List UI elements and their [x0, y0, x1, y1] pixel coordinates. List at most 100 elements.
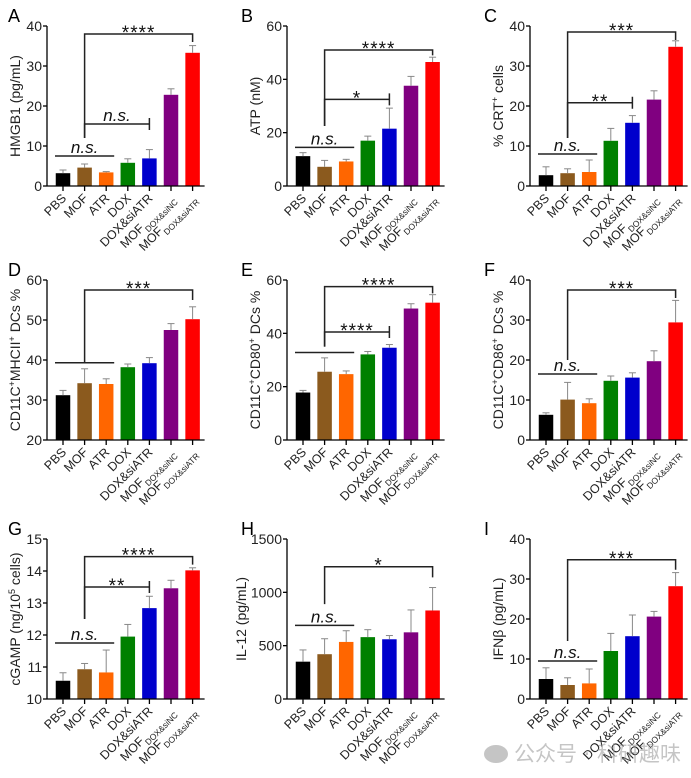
bar-atr — [581, 683, 597, 699]
bar-mofdox-siatr — [185, 319, 200, 440]
ns-label: n.s. — [554, 643, 581, 662]
y-tick-label: 60 — [266, 18, 282, 34]
label-part: cells — [490, 65, 506, 97]
significance-bracket — [83, 33, 194, 138]
superscript: + — [490, 379, 500, 384]
label-part: CD11C — [490, 384, 506, 429]
label-part: cGAMP (ng/10 — [7, 594, 23, 686]
y-axis-label: IFNβ (pg/mL) — [490, 578, 506, 661]
y-tick-label: 40 — [509, 272, 525, 288]
bar-mofdox-sinc — [646, 361, 662, 440]
panel-letter: F — [484, 260, 495, 280]
y-tick-label: 13 — [26, 595, 42, 611]
superscript: + — [7, 336, 17, 341]
label-part: CD11C — [247, 384, 263, 429]
y-tick-label: 20 — [509, 98, 525, 114]
superscript: + — [247, 379, 257, 384]
y-tick-label: 60 — [26, 272, 42, 288]
bar-mofdox-siatr — [425, 302, 440, 440]
significance-stars: * — [374, 556, 382, 577]
bar-mofdox-sinc — [403, 308, 419, 440]
bar-atr — [581, 403, 597, 440]
significance-bracket — [83, 289, 194, 363]
significance-stars: *** — [609, 549, 634, 570]
bar-pbs — [538, 175, 554, 186]
superscript: + — [7, 381, 17, 386]
significance-stars: *** — [126, 279, 151, 300]
y-tick-label: 0 — [517, 178, 525, 194]
superscript: + — [490, 338, 500, 343]
y-tick-label: 40 — [509, 18, 525, 34]
significance-bracket — [323, 285, 434, 347]
y-tick-label: 12 — [26, 627, 42, 643]
significance-bracket — [83, 555, 194, 619]
panel-letter: C — [484, 6, 497, 26]
label-part: CD86 — [490, 343, 506, 379]
bar-atr — [581, 172, 597, 186]
bar-dox-siatr — [382, 128, 397, 186]
y-tick-label: 0 — [517, 691, 525, 707]
label-part: cells) — [7, 552, 23, 589]
y-tick-label: 40 — [266, 71, 282, 87]
y-axis-label: IL-12 (pg/mL) — [233, 577, 249, 661]
bar-dox — [120, 636, 136, 699]
bar-mofdox-siatr — [425, 62, 440, 186]
y-tick-label: 11 — [27, 659, 42, 675]
bar-mofdox-siatr — [185, 570, 200, 699]
label-part: CD80 — [247, 343, 263, 379]
y-tick-label: 0 — [34, 178, 42, 194]
bar-mof — [560, 685, 575, 699]
bar-mofdox-siatr — [668, 586, 683, 699]
bar-mof — [317, 371, 332, 440]
bar-dox — [120, 162, 136, 186]
y-tick-label: 0 — [517, 432, 525, 448]
y-tick-label: 40 — [26, 352, 42, 368]
panel-letter: D — [8, 260, 21, 280]
panel-letter: I — [484, 519, 489, 539]
panel-letter: E — [241, 260, 253, 280]
y-tick-label: 10 — [509, 138, 525, 154]
bar-mof — [77, 167, 92, 186]
significance-bracket — [323, 565, 434, 605]
bar-mof — [317, 166, 332, 186]
label-part: CD11C — [7, 386, 23, 431]
y-tick-label: 30 — [509, 58, 525, 74]
significance-stars: ** — [592, 92, 609, 113]
bar-mofdox-sinc — [403, 632, 419, 699]
significance-stars: ** — [109, 576, 126, 597]
y-tick-label: 14 — [26, 563, 42, 579]
significance-stars: **** — [340, 321, 374, 342]
bar-pbs — [295, 156, 311, 186]
bar-mofdox-siatr — [668, 322, 683, 440]
y-tick-label: 10 — [26, 138, 42, 154]
bar-mofdox-sinc — [163, 330, 179, 440]
bar-dox-siatr — [625, 377, 640, 440]
bar-mofdox-siatr — [185, 52, 200, 186]
y-axis-label: HMGB1 (pg/mL) — [7, 55, 23, 157]
y-tick-label: 20 — [509, 352, 525, 368]
y-tick-label: 30 — [509, 312, 525, 328]
bar-pbs — [295, 661, 311, 699]
bar-mofdox-sinc — [646, 99, 662, 186]
label-part: DCs % — [490, 291, 506, 338]
ns-label: n.s. — [554, 136, 581, 155]
bar-dox-siatr — [382, 347, 397, 440]
bar-mof — [317, 654, 332, 699]
y-axis-label: CD11C+CD80+ DCs % — [247, 291, 263, 430]
y-tick-label: 20 — [509, 611, 525, 627]
bar-atr — [98, 384, 114, 440]
label-part: DCs % — [247, 291, 263, 338]
panel-letter: B — [241, 6, 253, 26]
bar-dox-siatr — [142, 158, 157, 186]
bar-mof — [77, 669, 92, 699]
bar-pbs — [55, 173, 71, 186]
superscript: 5 — [7, 589, 17, 594]
